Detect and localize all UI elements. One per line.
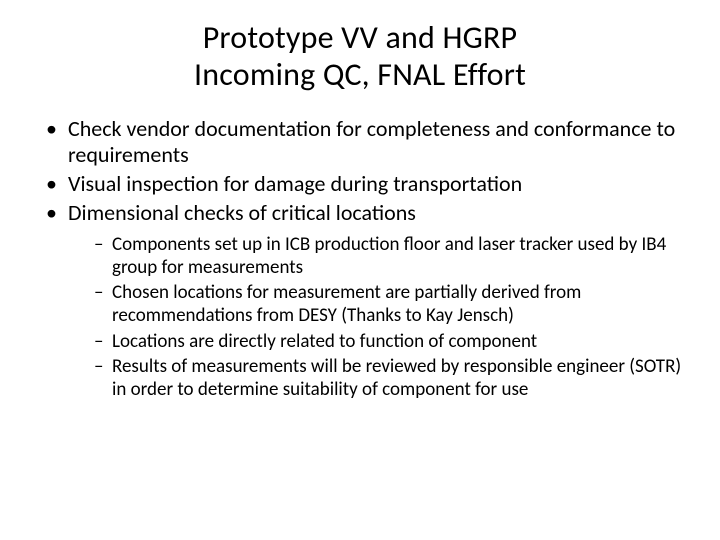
sub-bullet-text: Components set up in ICB production floo… <box>112 233 666 279</box>
sub-bullet-text: Chosen locations for measurement are par… <box>112 281 581 327</box>
bullet-list: Check vendor documentation for completen… <box>34 116 686 402</box>
list-item: Results of measurements will be reviewed… <box>94 355 686 401</box>
list-item: Components set up in ICB production floo… <box>94 233 686 279</box>
slide-title: Prototype VV and HGRP Incoming QC, FNAL … <box>34 20 686 94</box>
list-item: Locations are directly related to functi… <box>94 330 686 353</box>
sub-bullet-list: Components set up in ICB production floo… <box>68 233 686 401</box>
list-item: Chosen locations for measurement are par… <box>94 281 686 327</box>
title-line-1: Prototype VV and HGRP <box>203 18 518 57</box>
sub-bullet-text: Locations are directly related to functi… <box>112 330 537 353</box>
list-item: Check vendor documentation for completen… <box>46 116 686 170</box>
title-line-2: Incoming QC, FNAL Effort <box>194 55 526 94</box>
bullet-text: Dimensional checks of critical locations <box>68 199 416 226</box>
sub-bullet-text: Results of measurements will be reviewed… <box>112 355 681 401</box>
slide: Prototype VV and HGRP Incoming QC, FNAL … <box>0 0 720 540</box>
bullet-text: Check vendor documentation for completen… <box>68 115 675 169</box>
bullet-text: Visual inspection for damage during tran… <box>68 170 522 197</box>
list-item: Visual inspection for damage during tran… <box>46 171 686 198</box>
list-item: Dimensional checks of critical locations… <box>46 200 686 401</box>
